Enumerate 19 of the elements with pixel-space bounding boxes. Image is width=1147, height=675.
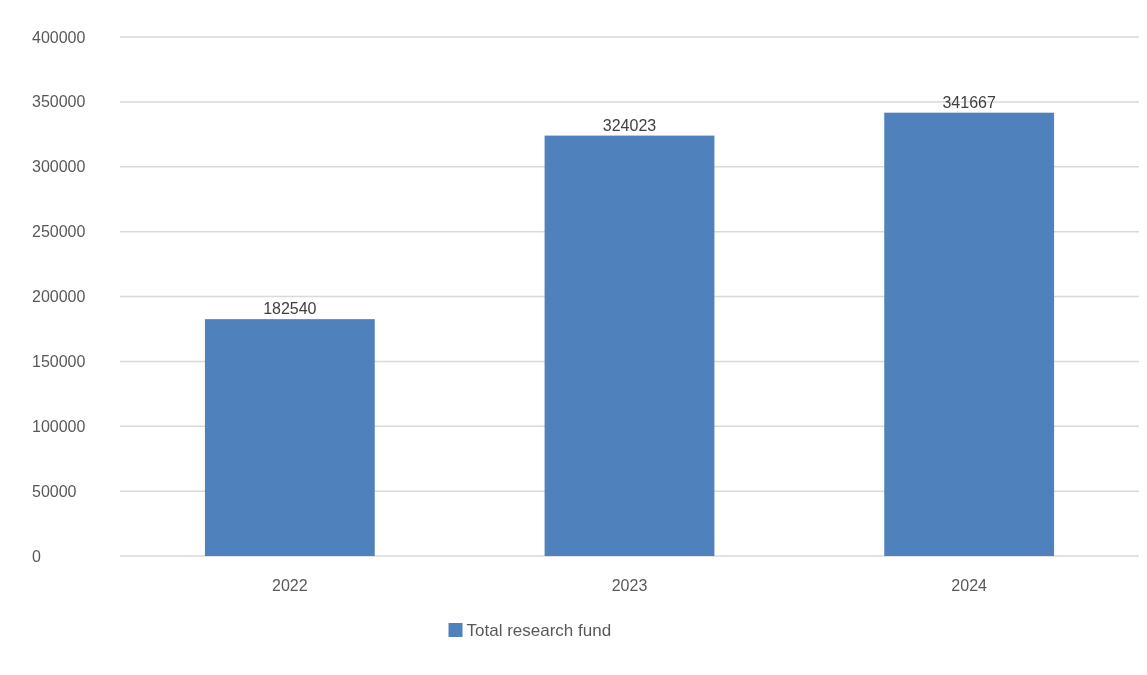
y-tick-label: 200000: [32, 288, 86, 306]
y-tick-label: 100000: [32, 417, 86, 435]
y-tick-label: 50000: [32, 482, 77, 500]
data-label: 341667: [942, 93, 996, 111]
y-tick-label: 400000: [32, 28, 86, 46]
x-tick-label: 2022: [272, 577, 308, 594]
bar: [544, 135, 715, 556]
bar: [204, 319, 375, 556]
y-tick-label: 0: [32, 547, 41, 565]
x-tick-label: 2023: [611, 577, 648, 594]
data-label: 182540: [263, 300, 317, 318]
y-tick-label: 300000: [32, 158, 86, 176]
x-tick-label: 2024: [951, 577, 988, 594]
y-tick-label: 350000: [32, 93, 86, 111]
y-tick-label: 150000: [32, 352, 86, 370]
y-tick-label: 250000: [32, 223, 86, 241]
data-label: 324023: [602, 116, 657, 134]
bar: [884, 112, 1055, 556]
legend-label: Total research fund: [466, 620, 612, 640]
